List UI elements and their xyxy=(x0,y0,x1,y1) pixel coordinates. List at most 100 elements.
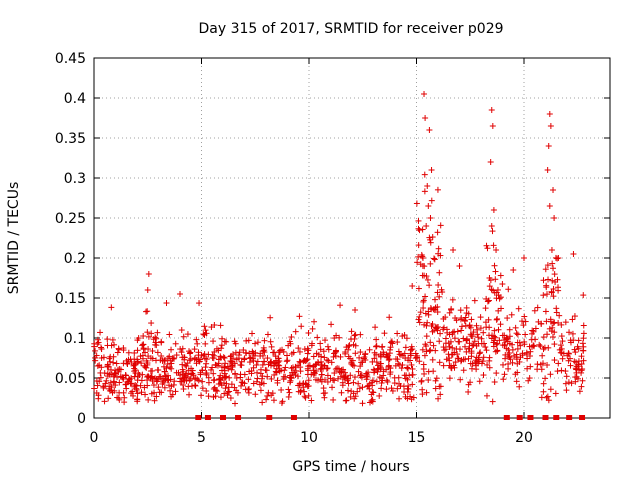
data-point xyxy=(233,356,240,363)
data-point xyxy=(331,370,338,377)
data-point xyxy=(401,388,408,395)
data-point xyxy=(325,346,332,353)
data-point xyxy=(409,371,416,378)
data-point xyxy=(281,367,288,374)
data-point xyxy=(186,357,193,364)
y-tick-label: 0.1 xyxy=(64,331,86,347)
data-point xyxy=(229,363,236,370)
data-point xyxy=(172,388,179,395)
zero-marker xyxy=(266,415,273,420)
data-point xyxy=(361,354,368,361)
data-point xyxy=(320,390,327,397)
data-point xyxy=(116,389,123,396)
data-point xyxy=(408,361,415,368)
data-point xyxy=(342,350,349,357)
data-point xyxy=(468,348,475,355)
data-point xyxy=(571,313,578,320)
data-point xyxy=(324,357,331,364)
data-point xyxy=(383,386,390,393)
data-point xyxy=(213,362,220,369)
data-point xyxy=(506,326,513,333)
data-point xyxy=(415,253,422,260)
data-point xyxy=(436,383,443,390)
data-point xyxy=(222,374,229,381)
data-point xyxy=(563,387,570,394)
data-point xyxy=(414,354,421,361)
data-point xyxy=(138,360,145,367)
data-point xyxy=(441,324,448,331)
data-point xyxy=(318,378,325,385)
y-tick-label: 0 xyxy=(77,411,86,427)
data-point xyxy=(559,355,566,362)
data-point xyxy=(351,332,358,339)
data-point xyxy=(270,362,277,369)
data-point xyxy=(304,371,311,378)
data-point xyxy=(525,377,532,384)
zero-marker xyxy=(290,415,297,420)
data-point xyxy=(94,362,101,369)
data-point xyxy=(426,127,433,133)
data-point xyxy=(342,369,349,376)
data-point xyxy=(480,354,487,361)
data-point xyxy=(298,323,305,330)
data-point xyxy=(339,382,346,389)
data-point xyxy=(352,342,359,349)
data-point xyxy=(385,357,392,364)
data-point xyxy=(221,370,228,377)
data-point xyxy=(457,358,464,365)
data-point xyxy=(168,393,175,400)
data-point xyxy=(544,167,551,173)
data-point xyxy=(484,361,491,368)
data-point xyxy=(172,340,179,347)
data-point xyxy=(282,364,289,371)
data-point xyxy=(286,389,293,396)
data-point xyxy=(98,346,105,353)
data-point xyxy=(430,255,437,262)
data-point xyxy=(488,223,495,229)
data-point xyxy=(401,331,408,338)
data-point xyxy=(199,385,206,392)
data-point xyxy=(455,338,462,345)
data-point xyxy=(121,399,128,406)
data-point xyxy=(505,365,512,372)
data-point xyxy=(123,381,130,388)
data-point xyxy=(563,373,570,380)
data-point xyxy=(394,385,401,392)
data-point xyxy=(264,331,271,338)
data-point xyxy=(425,203,432,209)
data-point xyxy=(565,357,572,364)
data-point xyxy=(428,167,435,173)
data-point xyxy=(187,355,194,362)
data-point xyxy=(373,378,380,385)
data-point xyxy=(259,352,266,359)
data-point xyxy=(487,159,494,165)
data-point xyxy=(352,331,359,338)
data-point xyxy=(321,394,328,401)
data-point xyxy=(578,353,585,360)
data-point xyxy=(470,341,477,348)
data-point xyxy=(324,372,331,379)
data-point xyxy=(320,348,327,355)
data-point xyxy=(156,389,163,396)
data-point xyxy=(372,324,379,331)
data-point xyxy=(580,322,587,329)
data-point xyxy=(489,123,496,129)
data-point xyxy=(337,353,344,360)
data-point xyxy=(336,368,343,375)
data-point xyxy=(342,397,349,404)
data-point xyxy=(421,352,428,359)
data-point xyxy=(127,356,134,363)
data-point xyxy=(275,361,282,368)
data-point xyxy=(228,358,235,365)
data-point xyxy=(547,123,554,129)
data-point xyxy=(264,373,271,380)
data-point xyxy=(475,334,482,341)
data-point xyxy=(514,331,521,338)
data-point xyxy=(544,361,551,368)
data-point xyxy=(359,400,366,407)
data-point xyxy=(408,396,415,403)
data-point xyxy=(454,351,461,358)
data-point xyxy=(493,289,500,296)
data-point xyxy=(486,324,493,331)
data-point xyxy=(558,367,565,374)
